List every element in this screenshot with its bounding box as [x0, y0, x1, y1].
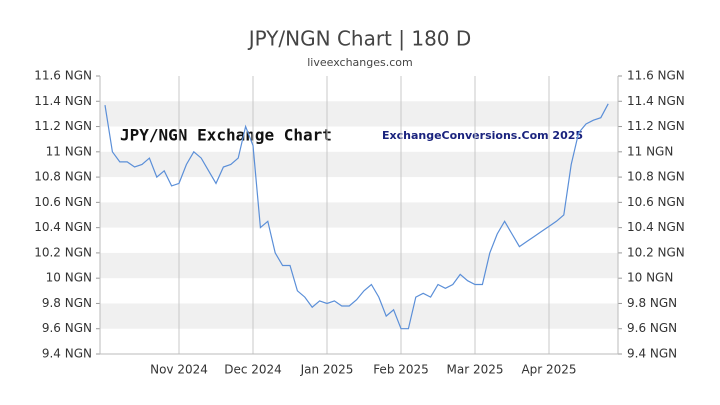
y-tick-label: 11.6 NGN	[34, 69, 92, 83]
y-tick-label: 11.2 NGN	[34, 119, 92, 133]
y2-tick-label: 10.6 NGN	[627, 195, 685, 209]
y-tick-label: 11 NGN	[46, 144, 92, 158]
watermark: JPY/NGN Exchange Chart	[120, 126, 332, 145]
chart-title: JPY/NGN Chart | 180 D	[247, 27, 472, 51]
grid-band	[100, 202, 618, 228]
y-tick-label: 10.4 NGN	[34, 220, 92, 234]
watermark: ExchangeConversions.Com 2025	[382, 129, 583, 142]
y2-tick-label: 9.6 NGN	[627, 321, 677, 335]
y-tick-label: 9.6 NGN	[42, 321, 92, 335]
y2-tick-label: 10.4 NGN	[627, 220, 685, 234]
y-tick-label: 10.6 NGN	[34, 195, 92, 209]
y-tick-label: 11.4 NGN	[34, 94, 92, 108]
y2-tick-label: 11 NGN	[627, 144, 673, 158]
grid-band	[100, 151, 618, 178]
grid-band	[100, 252, 618, 279]
y2-tick-label: 9.8 NGN	[627, 296, 677, 310]
x-tick-label: Feb 2025	[373, 363, 429, 377]
y2-tick-label: 10.2 NGN	[627, 245, 685, 259]
y2-tick-label: 11.4 NGN	[627, 94, 685, 108]
y-tick-label: 10.2 NGN	[34, 245, 92, 259]
y-tick-label: 9.4 NGN	[42, 347, 92, 361]
y2-tick-label: 11.6 NGN	[627, 69, 685, 83]
y2-tick-label: 10 NGN	[627, 271, 673, 285]
chart-subtitle: liveexchanges.com	[307, 56, 412, 69]
data-line	[104, 103, 609, 330]
y2-tick-label: 9.4 NGN	[627, 347, 677, 361]
y-tick-label: 10.8 NGN	[34, 170, 92, 184]
x-tick-label: Jan 2025	[300, 363, 354, 377]
grid-band	[100, 101, 618, 127]
y-tick-label: 10 NGN	[46, 271, 92, 285]
x-tick-label: Mar 2025	[447, 363, 504, 377]
grid-band	[100, 303, 618, 329]
y-tick-label: 9.8 NGN	[42, 296, 92, 310]
x-tick-label: Apr 2025	[521, 363, 576, 377]
y2-tick-label: 10.8 NGN	[627, 170, 685, 184]
x-tick-label: Nov 2024	[150, 363, 208, 377]
plot-background	[100, 101, 618, 329]
x-tick-label: Dec 2024	[224, 363, 282, 377]
y2-tick-label: 11.2 NGN	[627, 119, 685, 133]
